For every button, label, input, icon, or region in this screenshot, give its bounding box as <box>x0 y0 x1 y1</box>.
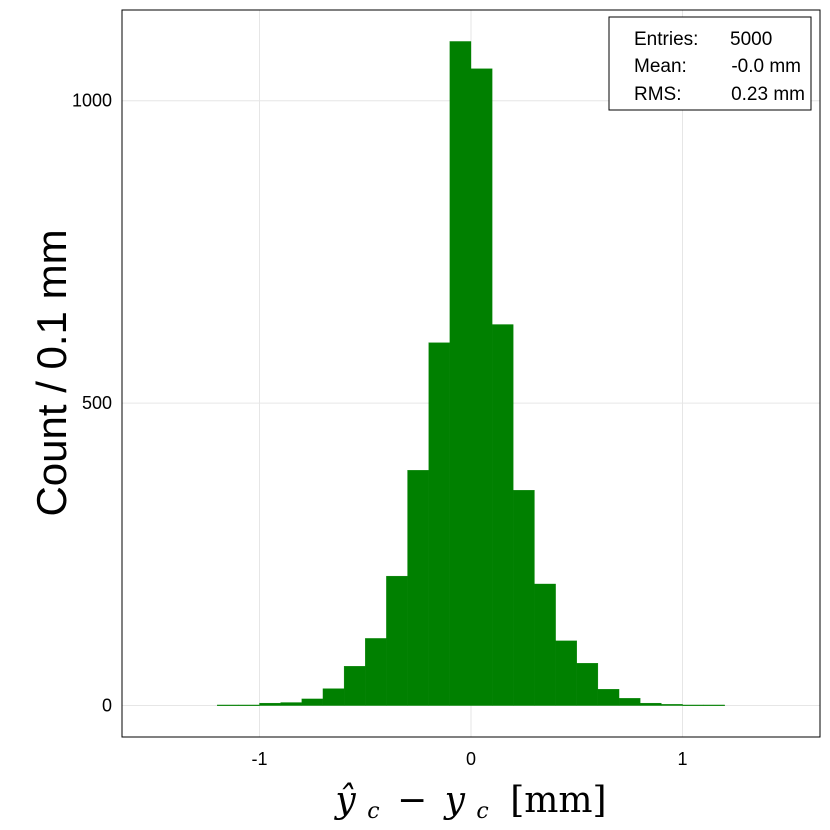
histogram-bar <box>640 702 662 706</box>
legend-mean-label: Mean: <box>634 56 687 77</box>
x-label-sub1: c <box>367 799 379 824</box>
histogram-bar <box>343 666 366 706</box>
histogram-bar <box>386 575 408 706</box>
y-tick-label: 1000 <box>72 91 112 111</box>
histogram-bar <box>555 640 577 706</box>
histogram-bar <box>470 68 493 706</box>
histogram-bar <box>492 324 514 706</box>
histogram-bar <box>407 470 429 706</box>
histogram-bars <box>217 41 725 706</box>
x-label-y: y <box>443 780 466 821</box>
x-tick-label: 1 <box>678 749 688 769</box>
histogram-bar <box>534 583 556 706</box>
x-label-minus: − <box>397 780 427 821</box>
x-label-unit: [mm] <box>510 780 606 821</box>
histogram-bar <box>449 41 472 706</box>
svg-text:ŷ c − y: ŷ c − y c [mm] <box>333 780 606 827</box>
x-label-yhat: ŷ <box>333 780 356 821</box>
histogram-bar <box>217 704 239 706</box>
histogram-bar <box>365 638 387 706</box>
y-axis-label: Count / 0.1 mm <box>28 229 75 516</box>
legend-rms-value: 0.23 mm <box>731 84 805 105</box>
histogram-bar <box>259 702 281 706</box>
histogram-bar <box>428 342 450 706</box>
histogram-bar <box>618 698 641 706</box>
legend-mean-value: -0.0 mm <box>731 56 801 77</box>
x-label-sub2: c <box>476 799 488 824</box>
histogram-bar <box>597 689 620 706</box>
legend-entries-value: 5000 <box>730 29 772 50</box>
legend-entries-label: Entries: <box>634 29 698 50</box>
histogram-bar <box>322 688 345 706</box>
histogram-bar <box>703 704 725 706</box>
histogram-bar <box>682 704 704 706</box>
histogram-bar <box>576 663 599 706</box>
stats-legend: Entries: 5000 Mean: -0.0 mm RMS: 0.23 mm <box>608 16 812 111</box>
histogram-bar <box>661 704 683 706</box>
x-tick-label: 0 <box>466 749 476 769</box>
histogram-bar <box>513 490 535 706</box>
tick-labels: -1 0 1 0 500 1000 <box>72 91 688 769</box>
y-tick-label: 0 <box>102 696 112 716</box>
legend-rms-label: RMS: <box>634 84 682 105</box>
histogram-bar <box>301 698 324 706</box>
histogram-bar <box>280 702 302 706</box>
y-tick-label: 500 <box>82 393 112 413</box>
legend-box <box>608 16 812 111</box>
histogram-bar <box>238 704 260 706</box>
x-axis-label: ŷ c − y c [mm] <box>333 780 606 827</box>
x-tick-label: -1 <box>251 749 267 769</box>
plot-frame <box>121 9 821 738</box>
